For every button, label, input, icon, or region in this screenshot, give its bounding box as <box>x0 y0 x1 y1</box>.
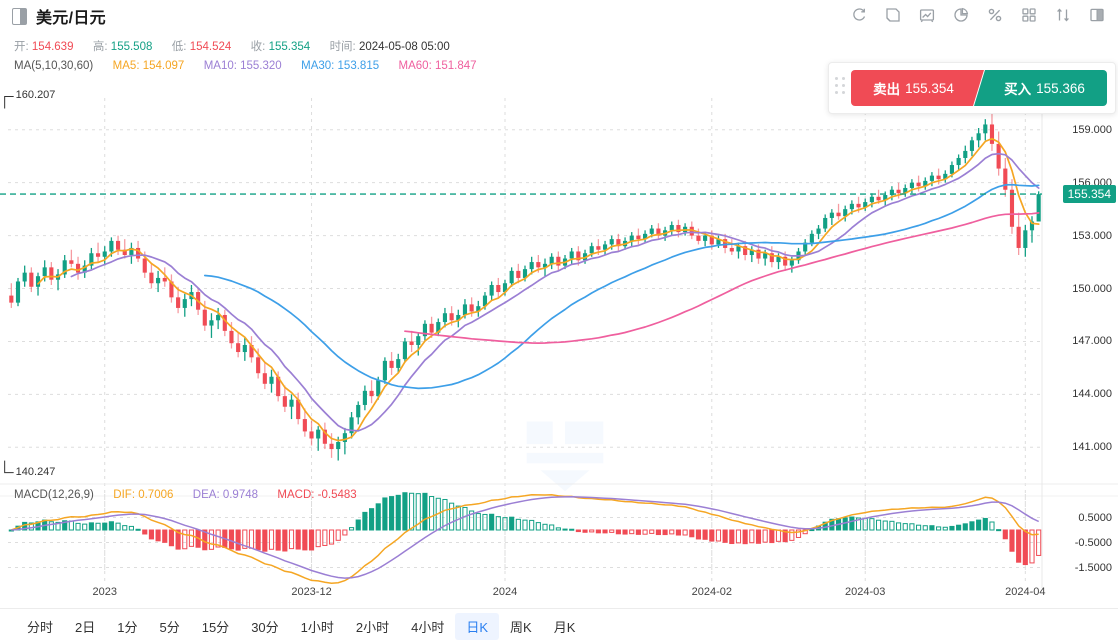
macd-dea-value: DEA: 0.9748 <box>192 489 259 501</box>
time-label: 时间: <box>329 41 356 53</box>
period-low-annotation: 140.247 <box>15 465 56 478</box>
ma30-value: MA30: 153.815 <box>301 60 380 72</box>
price-tick: 141.000 <box>1072 441 1112 454</box>
timeframe-8[interactable]: 2小时 <box>355 620 390 635</box>
quote-summary: 开: 154.639 高: 155.508 低: 154.524 收: 155.… <box>14 38 450 54</box>
open-label: 开: <box>14 41 29 53</box>
draw-tool-icon[interactable] <box>882 4 904 26</box>
macd-legend: MACD(12,26,9) DIF: 0.7006 DEA: 0.9748 MA… <box>14 489 357 501</box>
macd-dif-value: DIF: 0.7006 <box>113 489 174 501</box>
low-value: 154.524 <box>189 41 232 53</box>
title-row: 美元/日元 <box>0 0 1118 32</box>
macd-tick: -1.5000 <box>1074 561 1112 574</box>
price-tick: 159.000 <box>1072 123 1112 136</box>
macd-tick: -0.5000 <box>1074 536 1112 549</box>
date-tick: 2024-03 <box>845 586 886 598</box>
buy-label: 买入 <box>1004 82 1032 97</box>
pie-chart-icon[interactable] <box>950 4 972 26</box>
brand-watermark <box>526 421 604 492</box>
grid-layout-icon[interactable] <box>1018 4 1040 26</box>
date-tick: 2024-04 <box>1005 586 1046 598</box>
sell-price: 155.354 <box>905 80 954 96</box>
timeframe-6[interactable]: 30分 <box>251 620 279 635</box>
current-price-tag: 155.354 <box>1062 185 1116 204</box>
timeframe-7[interactable]: 1小时 <box>300 620 334 635</box>
timeframe-10[interactable]: 日K <box>455 613 500 640</box>
price-tick: 150.000 <box>1072 282 1112 295</box>
drag-handle-icon[interactable] <box>835 77 847 99</box>
trade-panel[interactable]: 卖出 155.354 买入 155.366 <box>828 62 1116 114</box>
book-icon <box>12 7 27 25</box>
ma10-value: MA10: 155.320 <box>203 60 282 72</box>
ma-legend: MA(5,10,30,60) MA5: 154.097 MA10: 155.32… <box>14 60 477 72</box>
price-tick: 147.000 <box>1072 335 1112 348</box>
sell-button[interactable]: 卖出 155.354 <box>851 70 984 106</box>
chart-toolbar[interactable] <box>848 4 1108 26</box>
candlestick-plot[interactable] <box>0 88 1118 644</box>
macd-tick: 0.5000 <box>1078 511 1112 524</box>
time-value: 2024-05-08 05:00 <box>358 41 450 53</box>
close-label: 收: <box>250 41 266 53</box>
chart-image-icon[interactable] <box>916 4 938 26</box>
price-tick: 153.000 <box>1072 229 1112 242</box>
timeframe-4[interactable]: 5分 <box>159 620 180 635</box>
panel-layout-icon[interactable] <box>1086 4 1108 26</box>
chart-area[interactable]: 159.000 156.000 153.000 150.000 147.000 144.0… <box>0 88 1118 644</box>
percent-icon[interactable] <box>984 4 1006 26</box>
period-high-annotation: 160.207 <box>15 89 56 102</box>
page-title: 美元/日元 <box>36 10 106 27</box>
timeframe-9[interactable]: 4小时 <box>411 620 445 635</box>
close-value: 155.354 <box>268 41 311 53</box>
compare-arrows-icon[interactable] <box>1052 4 1074 26</box>
date-tick: 2024 <box>492 586 518 598</box>
date-tick: 2023 <box>92 586 117 598</box>
date-tick: 2023-12 <box>291 586 332 598</box>
timeframe-1[interactable]: 分时 <box>27 620 54 635</box>
timeframe-5[interactable]: 15分 <box>201 620 230 635</box>
macd-hist-value: MACD: -0.5483 <box>277 489 357 501</box>
buy-button[interactable]: 买入 155.366 <box>974 70 1107 106</box>
chart-header: 美元/日元 <box>0 0 1118 32</box>
date-tick: 2024-02 <box>691 586 732 598</box>
timeframe-bar[interactable]: 分时 2日 1分 5分 15分 30分 1小时 2小时 4小时 日K 周K 月K <box>0 608 1118 644</box>
ma5-value: MA5: 154.097 <box>112 60 185 72</box>
low-label: 低: <box>171 41 187 53</box>
price-tick: 144.000 <box>1072 388 1112 401</box>
macd-title: MACD(12,26,9) <box>14 489 94 501</box>
ma60-value: MA60: 151.847 <box>398 60 477 72</box>
open-value: 154.639 <box>31 41 74 53</box>
sell-label: 卖出 <box>873 82 901 97</box>
buy-price: 155.366 <box>1036 80 1085 96</box>
timeframe-3[interactable]: 1分 <box>117 620 138 635</box>
timeframe-12[interactable]: 月K <box>553 620 576 635</box>
timeframe-2[interactable]: 2日 <box>75 620 96 635</box>
timeframe-11[interactable]: 周K <box>510 620 532 635</box>
high-value: 155.508 <box>110 41 153 53</box>
high-label: 高: <box>92 41 108 53</box>
ma-title: MA(5,10,30,60) <box>14 60 94 72</box>
refresh-icon[interactable] <box>848 4 870 26</box>
